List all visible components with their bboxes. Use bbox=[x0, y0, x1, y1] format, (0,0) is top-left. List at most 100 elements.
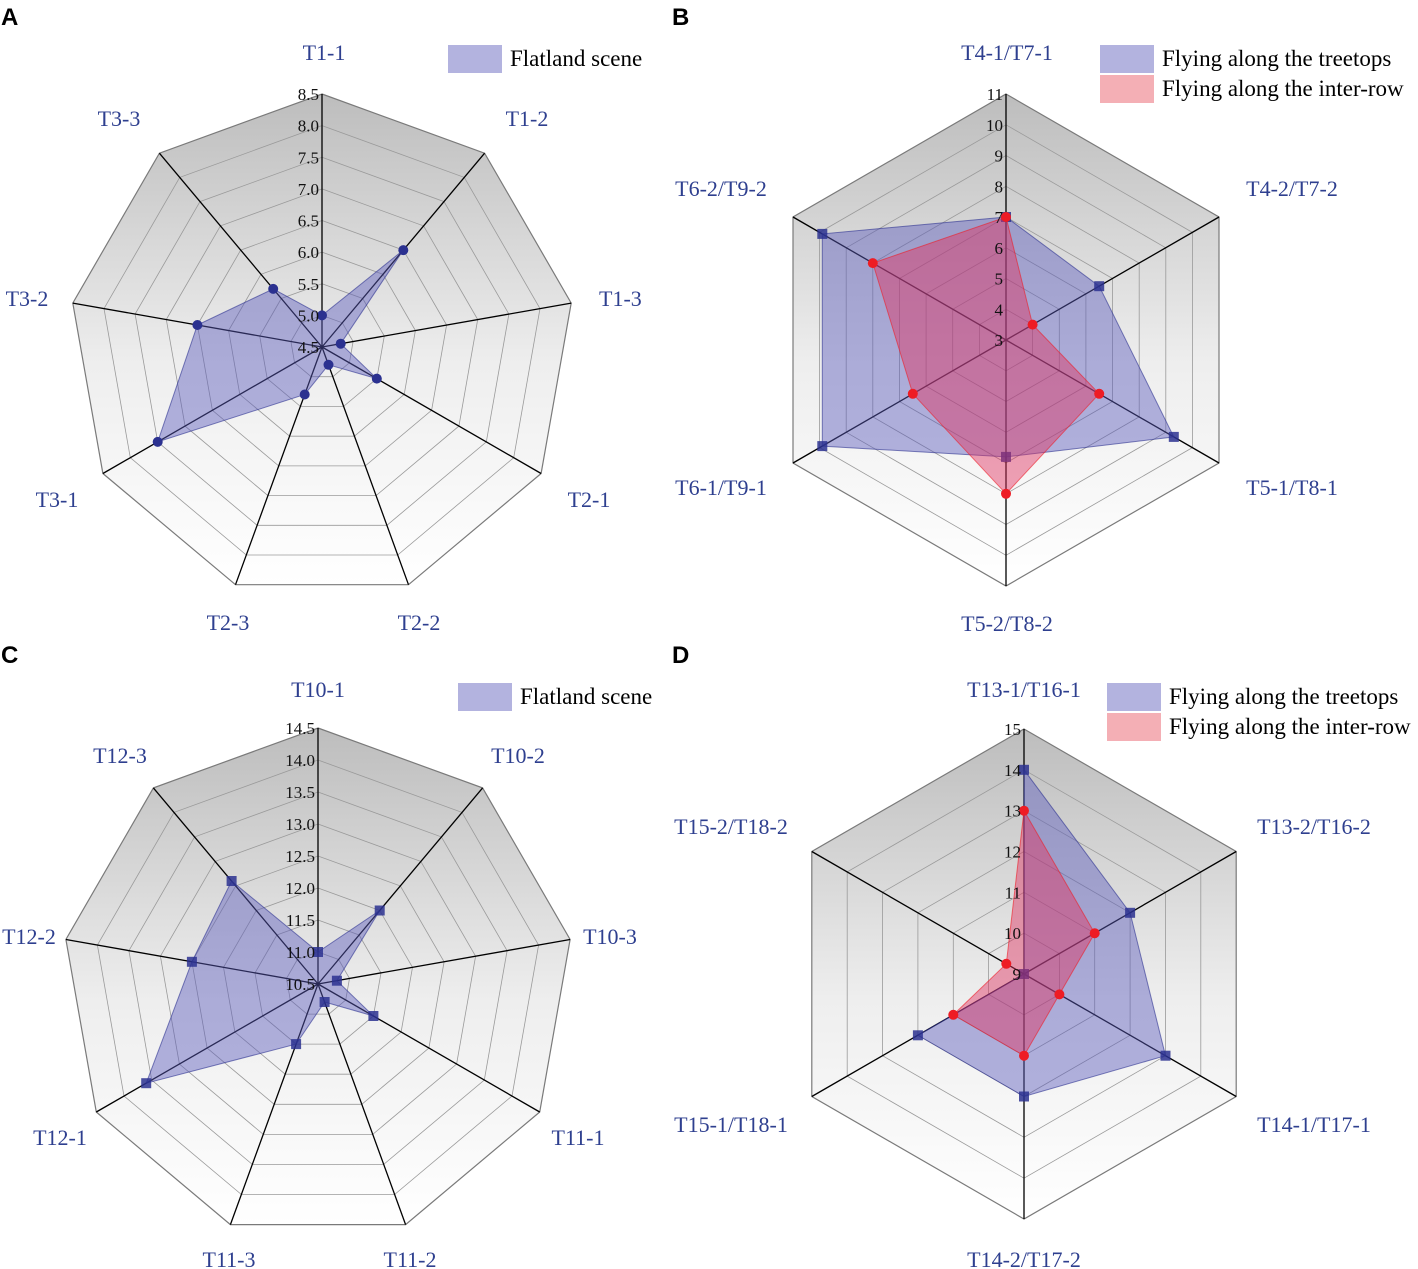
tick-label: 13 bbox=[1004, 802, 1021, 821]
radar-sector bbox=[72, 303, 322, 474]
axis-label: T11-2 bbox=[384, 1247, 437, 1269]
tick-label: 10 bbox=[986, 116, 1003, 135]
axis-label: T2-1 bbox=[568, 487, 611, 512]
tick-label: 11.0 bbox=[286, 943, 315, 962]
data-point bbox=[1125, 907, 1136, 918]
tick-label: 14 bbox=[1004, 761, 1022, 780]
axis-label: T3-1 bbox=[36, 487, 79, 512]
radar-sector bbox=[96, 984, 318, 1225]
axis-label: T1-3 bbox=[599, 286, 642, 311]
axis-label: T10-3 bbox=[583, 924, 637, 949]
radar-sector bbox=[159, 94, 322, 347]
data-point bbox=[1094, 388, 1105, 399]
radar-axis-line bbox=[811, 850, 1025, 975]
axis-label: T5-1/T8-1 bbox=[1246, 475, 1338, 500]
data-point bbox=[907, 388, 918, 399]
radar-sector bbox=[322, 347, 542, 585]
data-point bbox=[291, 1039, 302, 1050]
data-point bbox=[817, 228, 828, 239]
radar-axis-line bbox=[1005, 339, 1220, 464]
panel-letter: A bbox=[1, 4, 18, 31]
tick-label: 7 bbox=[995, 208, 1004, 227]
tick-label: 8 bbox=[995, 177, 1004, 196]
data-point bbox=[817, 441, 828, 452]
data-point bbox=[1054, 989, 1065, 1000]
data-point bbox=[268, 283, 279, 294]
radar-axis-line bbox=[317, 787, 484, 985]
radar-sector bbox=[318, 939, 571, 1112]
radar-panel-a: A 4.5 5.0 5.5 6.0 6.5 7.0 7.5 8.0 8.5 T1-1 T1-2 T1-3… bbox=[1, 4, 642, 635]
tick-label: 6 bbox=[995, 239, 1004, 258]
axis-label: T15-1/T18-1 bbox=[674, 1112, 788, 1137]
grid-ring bbox=[103, 125, 541, 556]
grid-ring bbox=[196, 220, 448, 467]
panel-letter: B bbox=[672, 4, 689, 31]
axis-label: T15-2/T18-2 bbox=[674, 814, 788, 839]
tick-label: 13.0 bbox=[285, 815, 315, 834]
axis-label: T3-3 bbox=[98, 106, 141, 131]
tick-label: 12 bbox=[1004, 843, 1021, 862]
axis-label: T10-1 bbox=[291, 677, 345, 702]
legend-label: Flying along the inter-row bbox=[1169, 714, 1411, 739]
data-point bbox=[299, 389, 310, 400]
axis-label: T6-1/T9-1 bbox=[675, 475, 767, 500]
tick-label: 11.5 bbox=[286, 911, 315, 930]
axis-label: T13-1/T16-1 bbox=[967, 677, 1081, 702]
tick-label: 11 bbox=[1005, 883, 1021, 902]
tick-label: 4 bbox=[995, 300, 1004, 319]
data-point bbox=[1019, 764, 1029, 775]
data-point bbox=[398, 245, 409, 256]
axis-label: T1-1 bbox=[303, 40, 346, 65]
axis-label: T3-2 bbox=[6, 286, 49, 311]
grid-ring bbox=[259, 283, 385, 407]
tick-label: 15 bbox=[1004, 720, 1021, 739]
radar-axis-line bbox=[317, 938, 571, 985]
data-point bbox=[1001, 212, 1011, 222]
axis-label: T1-2 bbox=[506, 106, 549, 131]
axis-label: T13-2/T16-2 bbox=[1257, 814, 1371, 839]
tick-label: 5.5 bbox=[298, 275, 319, 294]
axis-label: T2-2 bbox=[398, 610, 441, 635]
data-point bbox=[1089, 928, 1100, 939]
tick-label: 9 bbox=[995, 147, 1004, 166]
radar-axis-line bbox=[317, 983, 407, 1225]
panel-letter: C bbox=[1, 642, 18, 669]
grid-ring bbox=[165, 188, 479, 497]
axis-label: T4-2/T7-2 bbox=[1246, 176, 1338, 201]
data-point bbox=[192, 320, 203, 330]
radar-panel-c: C 10.5 11.0 11.5 12.0 12.5 13.0 13.5 14.0 14.5 T10… bbox=[1, 642, 652, 1269]
grid-ring bbox=[191, 855, 445, 1105]
data-point bbox=[141, 1078, 152, 1089]
data-point bbox=[1168, 431, 1179, 442]
tick-label: 14.0 bbox=[285, 751, 315, 770]
legend-label: Flying along the inter-row bbox=[1162, 76, 1404, 101]
legend-swatch bbox=[1107, 713, 1161, 741]
radar-sector bbox=[322, 153, 572, 347]
radar-sector bbox=[65, 939, 319, 1112]
data-point bbox=[313, 947, 323, 957]
tick-label: 5.0 bbox=[298, 306, 319, 325]
data-point bbox=[1027, 319, 1038, 330]
data-point bbox=[1019, 1091, 1029, 1102]
data-point bbox=[331, 975, 342, 986]
axis-label: T5-2/T8-2 bbox=[961, 611, 1053, 636]
data-point bbox=[368, 1011, 379, 1021]
grid-ring bbox=[223, 887, 413, 1075]
tick-label: 11 bbox=[987, 85, 1003, 104]
radar-sector bbox=[1024, 974, 1237, 1219]
radar-sector bbox=[322, 94, 485, 347]
radar-sector bbox=[318, 728, 483, 984]
tick-label: 6.5 bbox=[298, 212, 319, 231]
data-point bbox=[152, 436, 163, 447]
legend-label: Flatland scene bbox=[520, 684, 652, 709]
tick-label: 8.5 bbox=[298, 85, 319, 104]
tick-label: 6.0 bbox=[298, 243, 319, 262]
data-point bbox=[317, 310, 327, 321]
data-point bbox=[1094, 281, 1105, 292]
radar-axis-line bbox=[1005, 216, 1220, 341]
legend-swatch bbox=[1107, 683, 1161, 711]
data-point bbox=[371, 373, 382, 384]
tick-label: 9 bbox=[1013, 965, 1022, 984]
data-point bbox=[948, 1009, 959, 1020]
